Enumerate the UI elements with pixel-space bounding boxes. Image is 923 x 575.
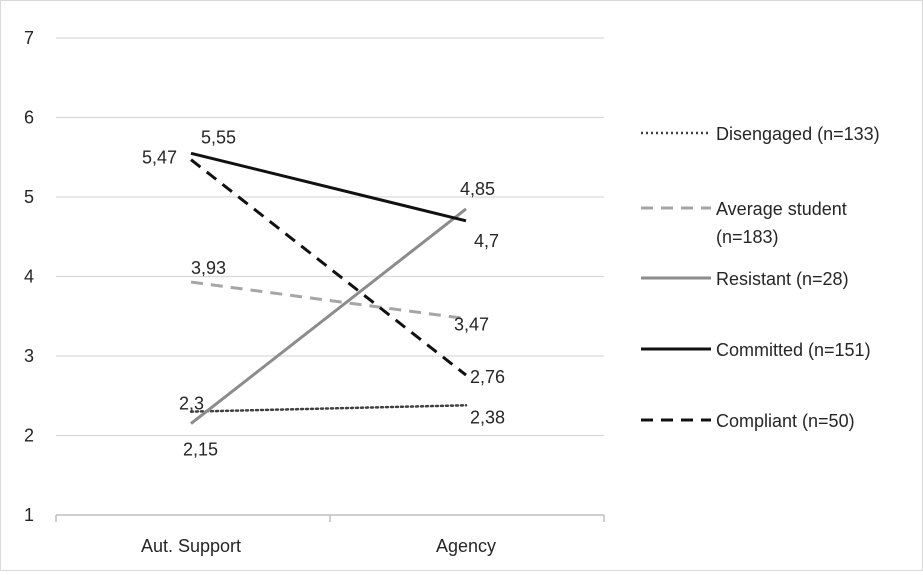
data-label-2-1: 4,85 [460, 179, 495, 199]
series-line-0 [189, 404, 468, 413]
legend-label-4: Compliant (n=50) [716, 411, 855, 431]
y-tick-label-2: 2 [24, 426, 34, 446]
y-tick-label-5: 5 [24, 187, 34, 207]
x-tick-label-1: Agency [436, 536, 496, 556]
axes: 1 2 3 4 5 6 7 Aut. Support Agency [24, 28, 605, 556]
y-tick-label-4: 4 [24, 267, 34, 287]
data-label-1-1: 3,47 [454, 315, 489, 335]
y-tick-label-6: 6 [24, 108, 34, 128]
data-labels: 2,3 2,38 3,93 3,47 2,15 4,85 5,55 4,7 5,47 2,76 [142, 127, 505, 459]
y-tick-label-7: 7 [24, 28, 34, 48]
legend-label-1: Average student (n=183) [716, 199, 847, 247]
series-line-4 [190, 158, 467, 377]
y-tick-label-3: 3 [24, 346, 34, 366]
legend-label-0: Disengaged (n=133) [716, 124, 880, 144]
data-label-4-1: 2,76 [470, 367, 505, 387]
legend-label-2: Resistant (n=28) [716, 269, 849, 289]
legend: Disengaged (n=133) Average student (n=183)… [641, 124, 880, 431]
data-label-4-0: 5,47 [142, 148, 177, 168]
legend-label-3: Committed (n=151) [716, 340, 871, 360]
data-label-0-1: 2,38 [470, 407, 505, 427]
series-line-1 [190, 280, 467, 321]
y-tick-label-1: 1 [24, 505, 34, 525]
data-label-3-0: 5,55 [201, 127, 236, 147]
series-lines [189, 151, 468, 425]
data-label-0-0: 2,3 [179, 394, 204, 414]
data-label-1-0: 3,93 [191, 258, 226, 278]
data-label-2-0: 2,15 [183, 440, 218, 460]
series-line-2 [190, 207, 467, 425]
series-line-3 [190, 151, 467, 223]
gridlines [56, 37, 604, 437]
x-tick-label-0: Aut. Support [141, 536, 241, 556]
data-label-3-1: 4,7 [474, 231, 499, 251]
